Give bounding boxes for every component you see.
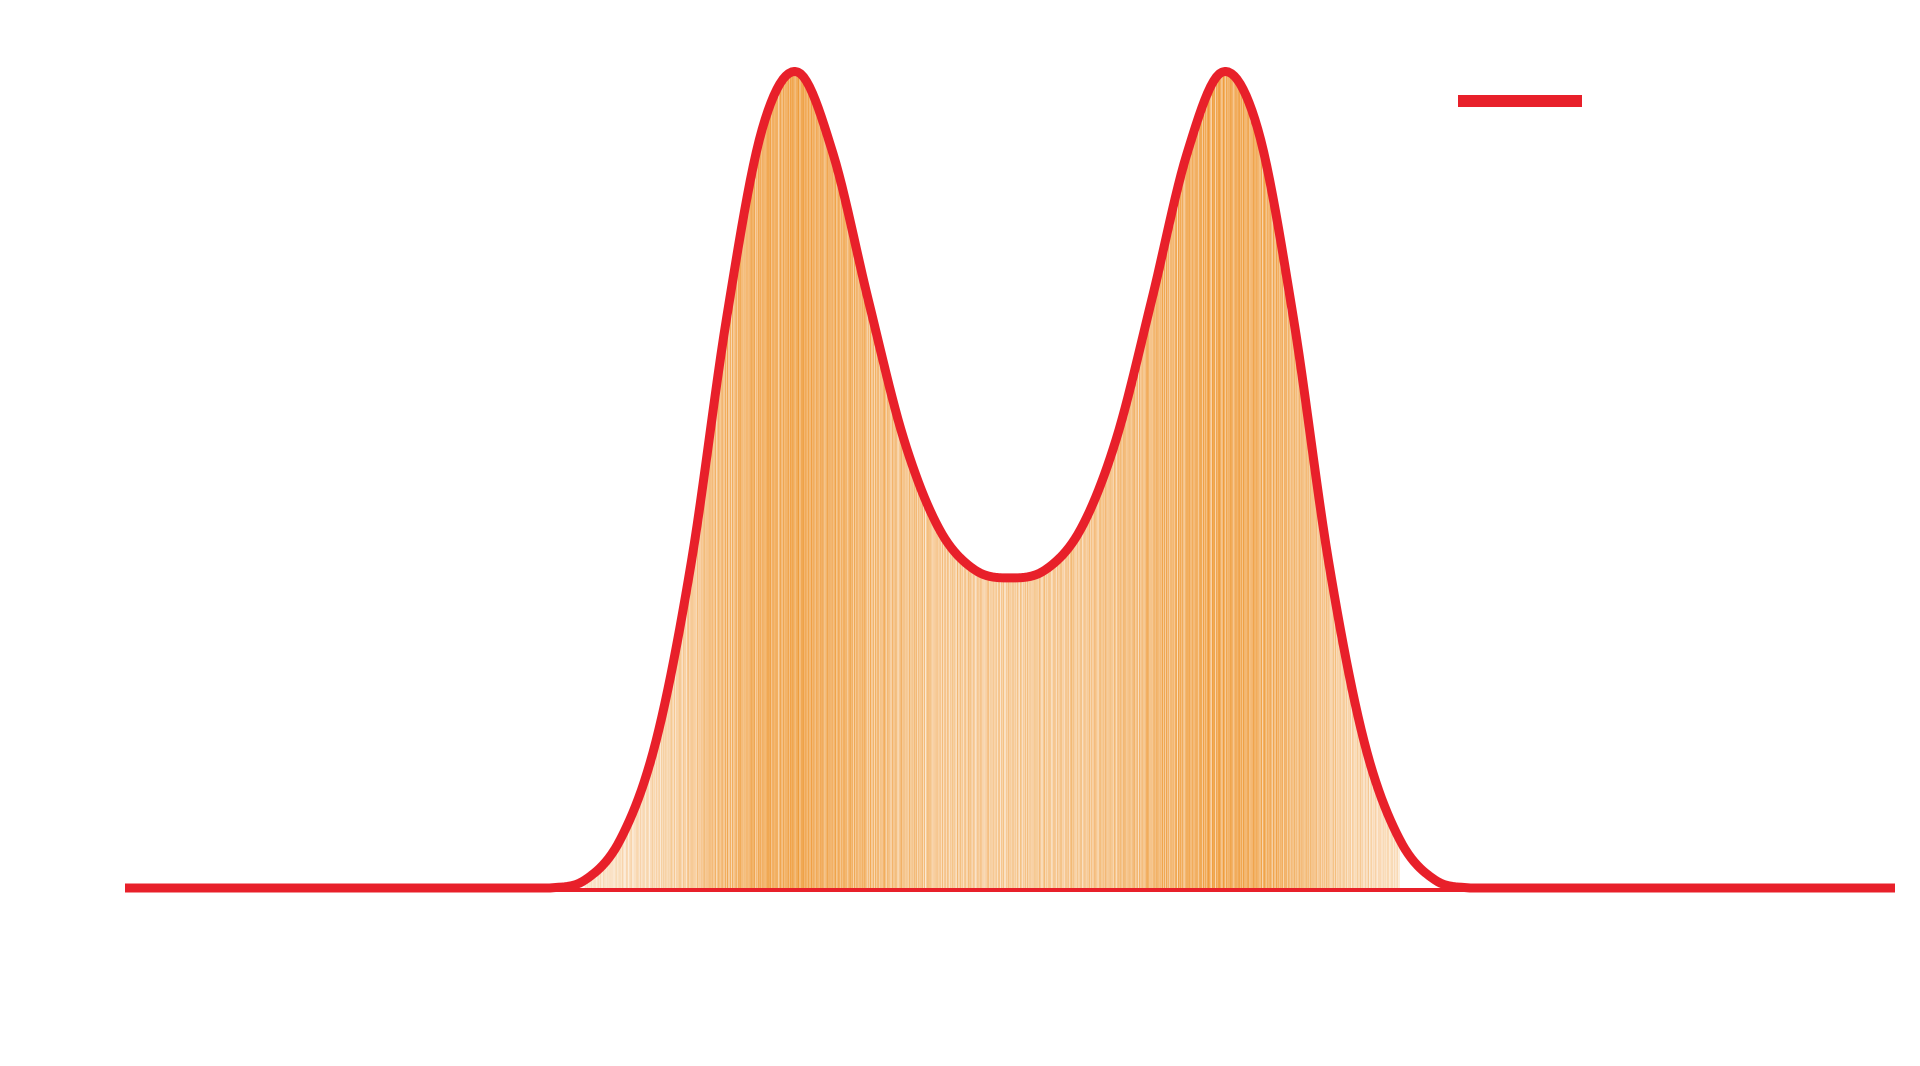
sample-lines-layer	[584, 71, 1400, 888]
curve-layer	[123, 66, 1897, 893]
